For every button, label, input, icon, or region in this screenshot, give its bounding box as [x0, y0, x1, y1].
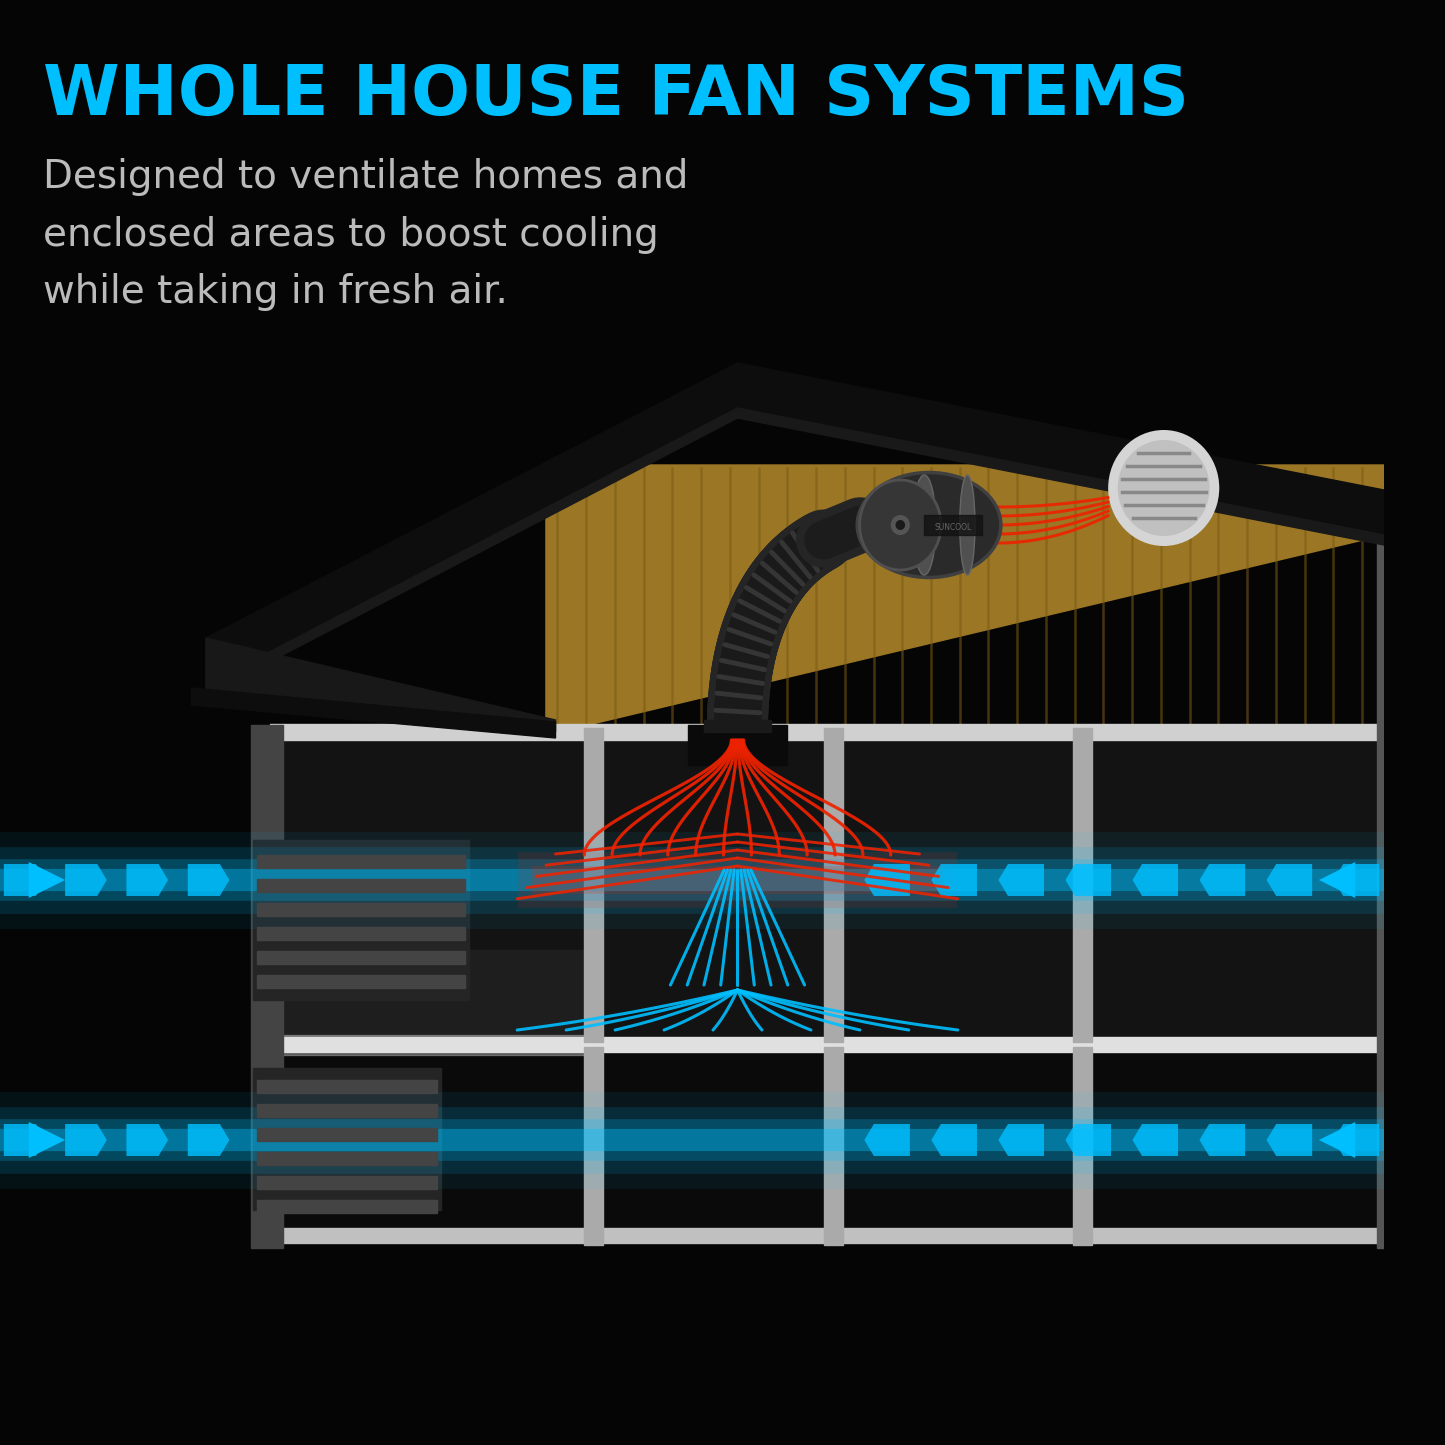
- Polygon shape: [29, 863, 65, 897]
- Polygon shape: [932, 1124, 977, 1156]
- Polygon shape: [824, 728, 842, 1042]
- Polygon shape: [1133, 864, 1178, 896]
- Polygon shape: [1334, 864, 1379, 896]
- Polygon shape: [273, 728, 1384, 1040]
- Polygon shape: [257, 855, 465, 868]
- Polygon shape: [1319, 863, 1355, 897]
- Polygon shape: [188, 1124, 230, 1156]
- Polygon shape: [253, 840, 470, 1000]
- Polygon shape: [251, 725, 283, 1248]
- Polygon shape: [1199, 1124, 1246, 1156]
- Polygon shape: [188, 864, 230, 896]
- Polygon shape: [864, 1124, 910, 1156]
- Polygon shape: [207, 407, 1384, 695]
- Polygon shape: [257, 1176, 436, 1189]
- Polygon shape: [4, 1124, 45, 1156]
- Ellipse shape: [857, 473, 1001, 578]
- Ellipse shape: [860, 480, 941, 569]
- Polygon shape: [925, 514, 981, 535]
- Text: SUNCOOL: SUNCOOL: [935, 523, 971, 532]
- Polygon shape: [270, 1038, 1384, 1052]
- Ellipse shape: [959, 475, 975, 575]
- Polygon shape: [4, 864, 45, 896]
- Polygon shape: [65, 1124, 107, 1156]
- Polygon shape: [998, 1124, 1043, 1156]
- Polygon shape: [273, 1035, 594, 1055]
- Polygon shape: [1267, 1124, 1312, 1156]
- Polygon shape: [257, 1104, 436, 1117]
- Polygon shape: [192, 688, 555, 738]
- Circle shape: [896, 520, 905, 530]
- Circle shape: [1108, 431, 1220, 546]
- Polygon shape: [1072, 1048, 1092, 1246]
- Polygon shape: [546, 465, 1384, 736]
- Polygon shape: [270, 1228, 1384, 1243]
- Polygon shape: [1133, 1124, 1178, 1156]
- Text: Designed to ventilate homes and
enclosed areas to boost cooling
while taking in : Designed to ventilate homes and enclosed…: [43, 158, 688, 311]
- Polygon shape: [584, 1048, 604, 1246]
- Polygon shape: [584, 728, 604, 1042]
- Polygon shape: [1334, 1124, 1379, 1156]
- Polygon shape: [1065, 1124, 1111, 1156]
- Polygon shape: [257, 1199, 436, 1212]
- Polygon shape: [257, 1079, 436, 1092]
- Polygon shape: [273, 1048, 1384, 1235]
- Polygon shape: [1400, 864, 1445, 896]
- Polygon shape: [864, 864, 910, 896]
- Polygon shape: [1072, 728, 1092, 1042]
- Polygon shape: [704, 720, 772, 733]
- Polygon shape: [257, 1152, 436, 1165]
- Circle shape: [890, 514, 910, 535]
- Polygon shape: [824, 1048, 842, 1246]
- Polygon shape: [1199, 864, 1246, 896]
- Polygon shape: [688, 725, 788, 764]
- Polygon shape: [932, 864, 977, 896]
- Ellipse shape: [913, 475, 936, 575]
- Polygon shape: [998, 864, 1043, 896]
- Polygon shape: [257, 951, 465, 964]
- Circle shape: [1118, 439, 1209, 536]
- Polygon shape: [257, 879, 465, 892]
- Polygon shape: [253, 1068, 441, 1209]
- Polygon shape: [257, 928, 465, 941]
- Polygon shape: [1400, 1124, 1445, 1156]
- Polygon shape: [207, 363, 1384, 685]
- Polygon shape: [1065, 864, 1111, 896]
- Polygon shape: [29, 1121, 65, 1157]
- Polygon shape: [257, 975, 465, 988]
- Polygon shape: [273, 949, 594, 1042]
- Polygon shape: [126, 864, 168, 896]
- Polygon shape: [257, 903, 465, 916]
- Polygon shape: [1267, 864, 1312, 896]
- Polygon shape: [65, 864, 107, 896]
- Polygon shape: [1319, 1121, 1355, 1157]
- Polygon shape: [270, 724, 1384, 740]
- Text: WHOLE HOUSE FAN SYSTEMS: WHOLE HOUSE FAN SYSTEMS: [43, 62, 1189, 129]
- Polygon shape: [257, 1129, 436, 1142]
- Polygon shape: [207, 639, 555, 733]
- Polygon shape: [1377, 525, 1384, 1248]
- Polygon shape: [126, 1124, 168, 1156]
